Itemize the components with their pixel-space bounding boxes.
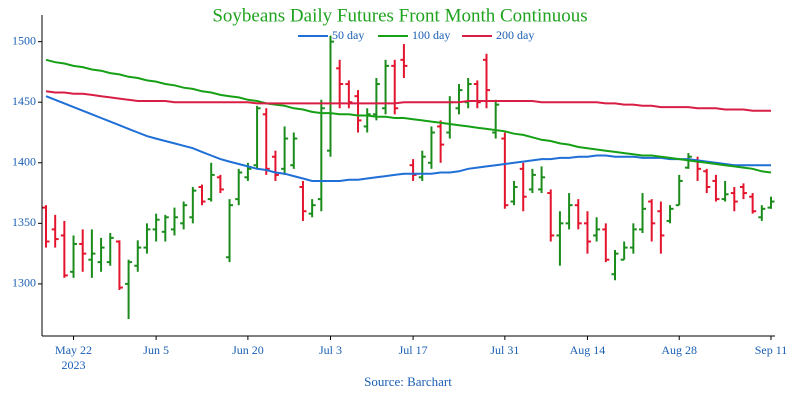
y-tick-label: 1300 [12, 276, 36, 290]
x-tick-label: Aug 14 [570, 343, 606, 357]
moving-average-line [45, 58, 772, 174]
chart-title: Soybeans Daily Futures Front Month Conti… [212, 5, 587, 26]
moving-average-line [45, 95, 771, 182]
year-label: 2023 [62, 358, 86, 372]
x-tick-label: Jul 3 [319, 343, 342, 357]
x-tick-label: Jul 31 [490, 343, 519, 357]
x-tick-label: Jun 20 [232, 343, 264, 357]
y-tick-label: 1450 [12, 94, 36, 108]
legend-label: 100 day [412, 28, 450, 42]
source-note: Source: Barchart [364, 374, 452, 389]
x-tick-label: Jun 5 [143, 343, 169, 357]
x-tick-label: Aug 28 [661, 343, 697, 357]
y-tick-label: 1350 [12, 215, 36, 229]
y-tick-label: 1400 [12, 155, 36, 169]
legend-label: 200 day [496, 28, 534, 42]
legend-label: 50 day [332, 28, 364, 42]
x-tick-label: Sep 11 [755, 343, 788, 357]
moving-average-line [45, 90, 771, 112]
x-tick-label: May 22 [55, 343, 92, 357]
x-tick-label: Jul 17 [399, 343, 428, 357]
y-tick-label: 1500 [12, 33, 36, 47]
